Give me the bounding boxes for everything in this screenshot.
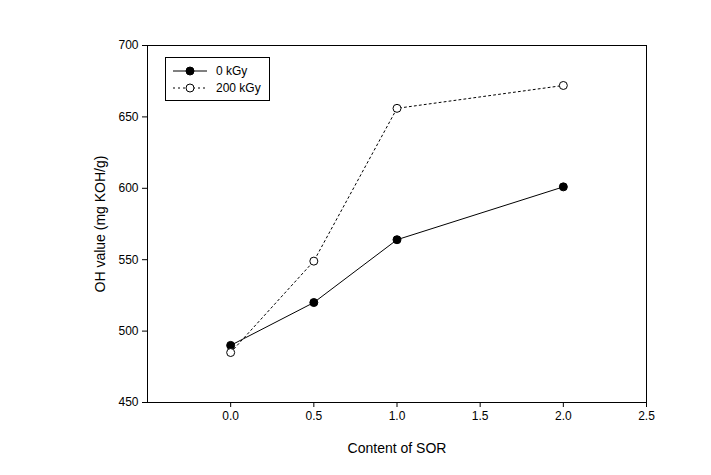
- svg-text:450: 450: [118, 395, 138, 409]
- html-text:0 kGy: 0 kGy: [216, 63, 248, 78]
- svg-text:550: 550: [118, 253, 138, 267]
- svg-text:OH value (mg KOH/g): OH value (mg KOH/g): [92, 156, 108, 293]
- svg-text:0.5: 0.5: [305, 409, 322, 423]
- svg-text:650: 650: [118, 110, 138, 124]
- svg-text:600: 600: [118, 181, 138, 195]
- svg-text:1.5: 1.5: [472, 409, 489, 423]
- svg-text:Content of SOR: Content of SOR: [348, 440, 447, 456]
- html-text:200 kGy: 200 kGy: [216, 80, 261, 95]
- svg-text:500: 500: [118, 324, 138, 338]
- svg-text:700: 700: [118, 38, 138, 52]
- svg-text:0.0: 0.0: [222, 409, 239, 423]
- svg-text:2.0: 2.0: [555, 409, 572, 423]
- svg-text:1.0: 1.0: [389, 409, 406, 423]
- svg-text:2.5: 2.5: [638, 409, 655, 423]
